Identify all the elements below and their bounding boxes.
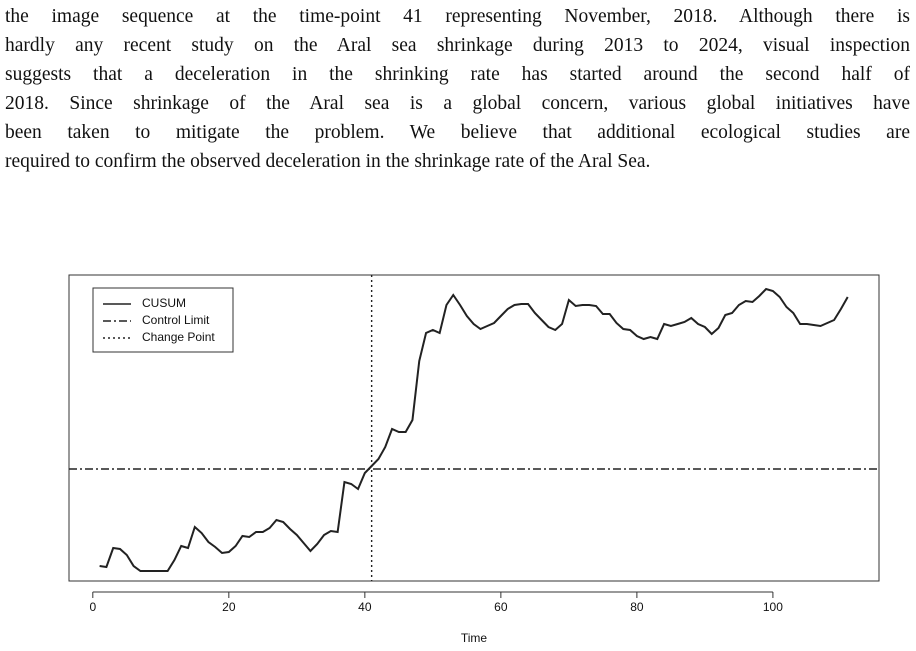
x-tick-label: 40 [358, 600, 372, 614]
legend-label: Control Limit [142, 313, 210, 327]
x-tick-label: 0 [89, 600, 96, 614]
text-line: hardly any recent study on the Aral sea … [5, 35, 910, 56]
x-tick-label: 20 [222, 600, 236, 614]
x-tick-label: 80 [630, 600, 644, 614]
cusum-line [99, 287, 849, 572]
x-axis-label: Time [461, 631, 488, 645]
legend-box [92, 287, 234, 353]
text-line: the image sequence at the time-point 41 … [5, 6, 910, 27]
x-tick-label: 60 [494, 600, 508, 614]
text-line: 2018. Since shrinkage of the Aral sea is… [5, 93, 910, 114]
paragraph: the image sequence at the time-point 41 … [5, 2, 910, 176]
legend-label: CUSUM [142, 296, 186, 310]
plot-frame [68, 274, 880, 582]
text-line: been taken to mitigate the problem. We b… [5, 122, 910, 143]
text-line: suggests that a deceleration in the shri… [5, 64, 910, 85]
x-tick-label: 100 [763, 600, 783, 614]
text-line: required to confirm the observed deceler… [5, 151, 651, 172]
legend-label: Change Point [142, 330, 215, 344]
